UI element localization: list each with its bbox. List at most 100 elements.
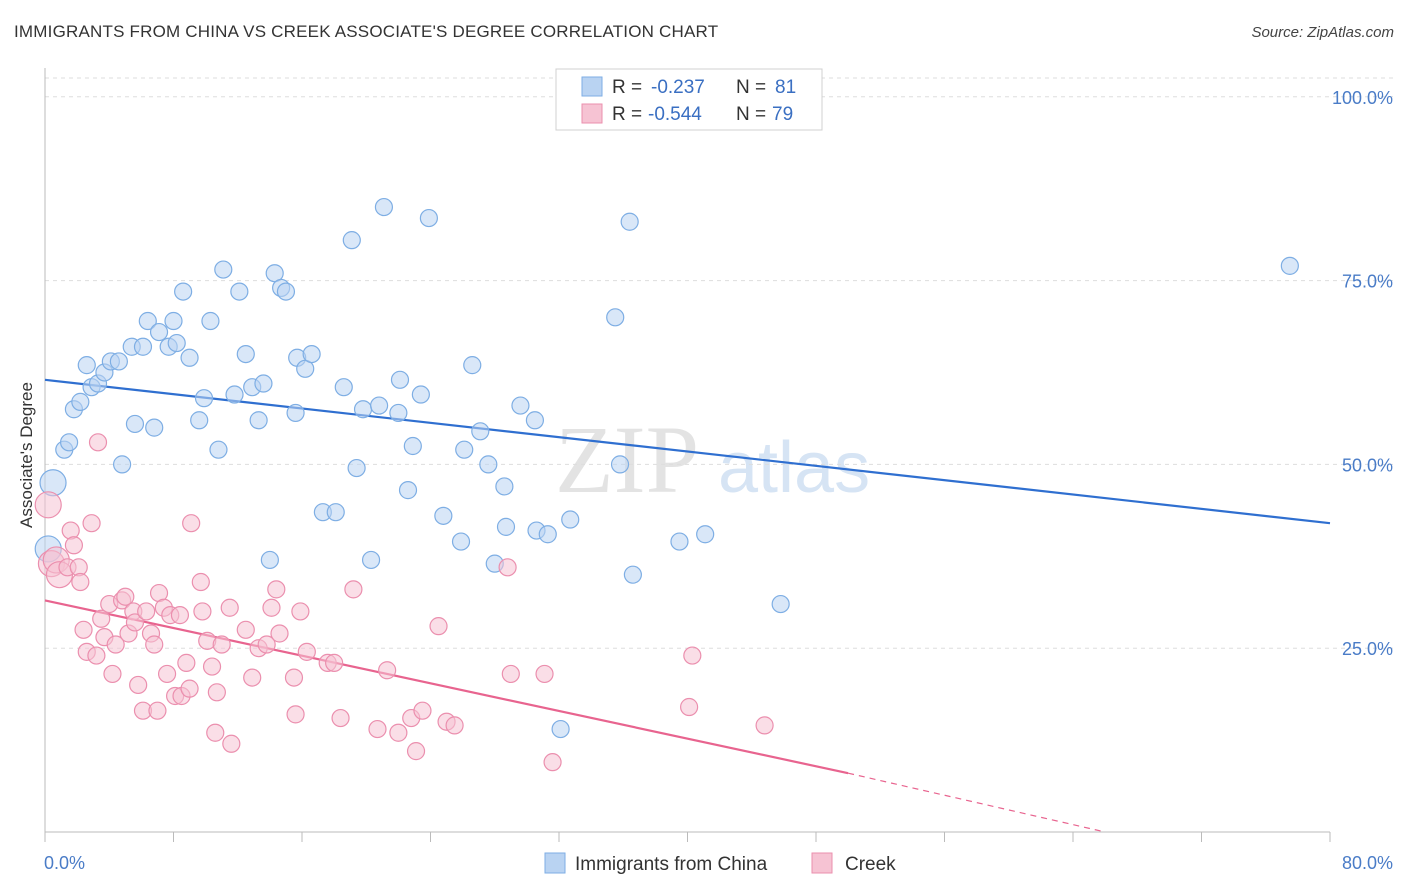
point-china [403,436,422,456]
point-china [353,400,373,419]
point-china [286,403,305,423]
point-china [225,385,244,404]
point-china [77,356,96,375]
point-creek [61,521,80,540]
point-china [496,517,516,536]
point-creek [157,664,177,684]
legend-n-label: N = [736,104,766,125]
point-china [326,503,345,522]
point-china [209,440,228,459]
point-china [260,550,279,570]
point-creek [501,664,520,684]
point-creek [88,433,108,452]
legend-r-label: R = [612,104,642,125]
point-china [167,333,186,353]
point-china [471,422,490,441]
point-creek [180,679,199,698]
point-china [455,440,474,459]
point-creek [64,536,84,555]
point-creek [535,664,554,684]
point-creek [445,716,464,735]
axes [44,68,1331,842]
point-china [551,719,570,739]
trend-line-creek [44,599,849,775]
point-china [302,344,321,364]
point-china [138,311,157,331]
point-china [620,212,639,231]
point-creek [106,635,125,654]
legend-swatch-pink [581,103,603,124]
legend-n-value: 81 [775,77,796,98]
point-creek [222,734,241,753]
point-creek [74,620,93,639]
y-tick-label: 100.0% [1332,88,1393,108]
point-creek [125,613,145,632]
point-creek [262,598,281,617]
point-china [696,525,715,544]
point-china [180,348,199,367]
point-china [149,322,169,342]
point-creek [683,646,702,665]
point-creek [193,602,212,621]
x-tick-label: 80.0% [1342,853,1393,873]
point-creek [71,572,90,592]
point-creek [331,708,350,728]
point-creek [202,657,222,676]
point-china [249,411,268,430]
point-china [254,374,273,393]
legend-top: R = -0.237 N = 81 R = -0.544 N = 79 [555,68,823,131]
point-china [370,396,389,415]
point-china [623,565,642,584]
point-china [511,396,530,415]
point-china [201,311,220,331]
point-china [361,550,381,570]
legend-r-value: -0.237 [651,77,705,98]
point-creek [284,668,304,687]
bottom-legend-label: Immigrants from China [575,854,768,875]
point-china [276,282,296,301]
watermark-atlas: atlas [718,428,870,508]
point-china [389,403,408,423]
chart-source: Source: ZipAtlas.com [1251,24,1394,41]
point-creek [257,635,276,654]
point-creek [325,653,344,672]
point-china [525,411,545,430]
legend-n-value: 79 [772,104,793,125]
point-china [174,282,193,301]
point-china [190,411,209,430]
point-china [610,455,630,474]
point-creek [297,642,316,661]
point-creek [82,514,101,533]
point-creek [429,617,448,636]
point-creek [243,668,262,687]
point-china [39,469,67,497]
point-china [109,352,128,371]
point-creek [207,683,226,702]
point-china [479,455,498,474]
legend-swatch-blue [581,76,603,97]
point-china [112,455,132,474]
point-creek [755,716,774,735]
bottom-legend-label: Creek [845,854,896,875]
point-china [214,260,233,279]
point-china [236,344,255,364]
point-china [145,418,164,437]
point-china [434,506,453,525]
point-china [561,510,580,529]
point-china [670,532,689,551]
point-creek [286,705,305,724]
bottom-legend-swatch-pink [811,852,833,874]
y-axis-title: Associate's Degree [17,382,36,528]
point-china [451,532,471,551]
point-china [342,231,361,250]
point-china [59,433,79,452]
point-creek [170,606,190,625]
point-china [771,594,790,614]
point-creek [378,661,397,680]
point-china [538,525,557,544]
point-china [606,308,625,327]
point-china [495,477,514,496]
point-china [390,370,410,389]
point-creek [270,624,289,643]
